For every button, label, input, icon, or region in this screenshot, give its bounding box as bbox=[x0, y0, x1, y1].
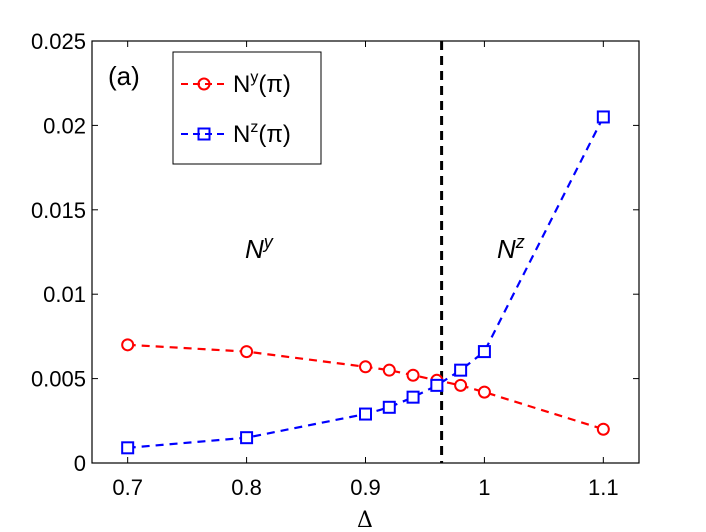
legend-label-ny: Ny(π) bbox=[233, 69, 291, 98]
legend: Ny(π) Nz(π) bbox=[172, 51, 322, 165]
y-tick-label: 0.01 bbox=[43, 282, 86, 307]
data-point bbox=[477, 385, 491, 399]
y-tick-label: 0 bbox=[74, 451, 86, 476]
y-tick-label: 0.025 bbox=[31, 29, 86, 54]
data-point bbox=[596, 110, 610, 124]
data-point bbox=[121, 441, 135, 455]
data-point bbox=[240, 431, 254, 445]
legend-marker-ny bbox=[197, 77, 211, 91]
data-point bbox=[382, 400, 396, 414]
data-point bbox=[121, 338, 135, 352]
x-axis-label: Δ bbox=[357, 508, 373, 532]
data-point bbox=[454, 378, 468, 392]
data-point bbox=[454, 363, 468, 377]
data-point bbox=[430, 378, 444, 392]
legend-label-nz: Nz(π) bbox=[233, 119, 291, 148]
region-label-nz: Nz bbox=[497, 232, 525, 264]
data-point bbox=[359, 407, 372, 421]
y-tick-label: 0.005 bbox=[31, 367, 86, 392]
x-tick-label: 0.9 bbox=[350, 475, 381, 500]
x-tick-label: 0.8 bbox=[231, 475, 262, 500]
legend-box bbox=[172, 51, 322, 165]
x-tick-label: 1 bbox=[478, 475, 490, 500]
y-tick-label: 0.02 bbox=[43, 113, 86, 138]
legend-marker-nz bbox=[197, 127, 211, 141]
data-point bbox=[382, 363, 396, 377]
data-point bbox=[596, 422, 610, 436]
data-point bbox=[240, 345, 254, 359]
panel-label: (a) bbox=[108, 61, 140, 91]
data-point bbox=[359, 360, 372, 374]
data-point bbox=[406, 390, 420, 404]
x-tick-label: 1.1 bbox=[588, 475, 619, 500]
data-point bbox=[477, 345, 491, 359]
x-tick-label: 0.7 bbox=[112, 475, 143, 500]
data-point bbox=[406, 368, 420, 382]
region-label-ny: Ny bbox=[245, 232, 274, 264]
y-tick-label: 0.015 bbox=[31, 198, 86, 223]
series-line-1 bbox=[127, 116, 605, 449]
